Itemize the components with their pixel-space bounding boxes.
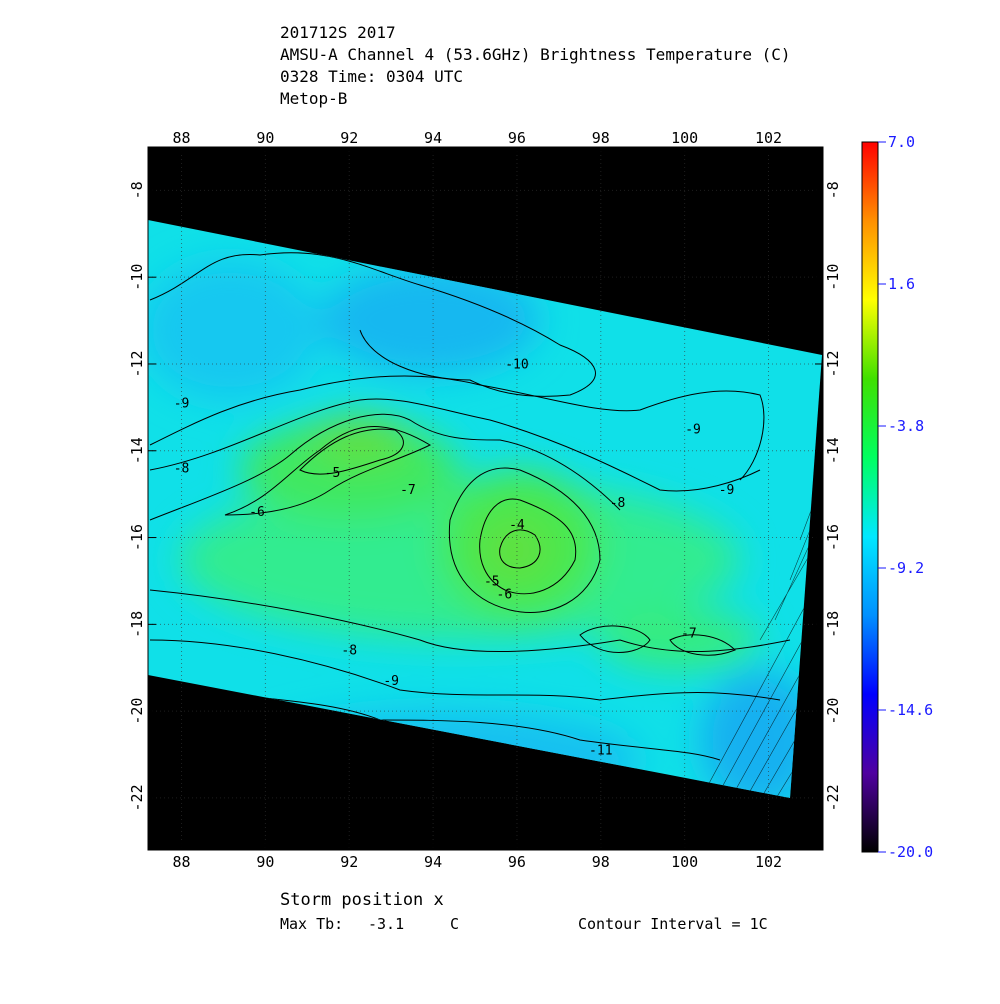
colorbar	[861, 141, 879, 853]
storm-position: Storm position x	[280, 890, 444, 910]
contour-label: -9	[383, 674, 399, 689]
title-line: AMSU-A Channel 4 (53.6GHz) Brightness Te…	[280, 45, 791, 64]
contour-label: -5	[484, 574, 500, 589]
x-tick-label: 98	[592, 129, 610, 147]
x-tick-label: 102	[755, 129, 782, 147]
contour-label: -10	[505, 357, 528, 372]
x-tick-label: 88	[173, 853, 191, 871]
title-line: 0328 Time: 0304 UTC	[280, 67, 463, 86]
x-tick-label: 102	[755, 853, 782, 871]
y-tick-label: -12	[824, 350, 842, 377]
contour-label: -8	[341, 644, 357, 659]
contour-label: -6	[497, 587, 513, 602]
y-tick-label: -10	[128, 264, 146, 291]
max-tb-unit: C	[450, 915, 459, 933]
title-line: 201712S 2017	[280, 23, 396, 42]
y-tick-label: -18	[824, 611, 842, 638]
x-tick-label: 92	[340, 129, 358, 147]
y-tick-label: -14	[128, 437, 146, 464]
contour-label: -11	[589, 744, 612, 759]
contour-label: -7	[400, 483, 416, 498]
y-tick-label: -18	[128, 611, 146, 638]
colorbar-tick-label: 7.0	[888, 133, 915, 151]
contour-label: -8	[610, 496, 626, 511]
y-tick-label: -12	[128, 350, 146, 377]
contour-lines	[149, 252, 791, 761]
y-tick-label: -20	[128, 698, 146, 725]
y-tick-label: -8	[128, 181, 146, 199]
y-tick-label: -22	[824, 784, 842, 811]
plot-frame	[147, 146, 824, 851]
x-tick-label: 100	[671, 853, 698, 871]
contour-label: -4	[509, 518, 525, 533]
contour-label: -9	[174, 396, 190, 411]
contour-label: -9	[685, 422, 701, 437]
colorbar-tick-label: -14.6	[888, 701, 933, 719]
x-tick-label: 94	[424, 129, 442, 147]
max-tb-label: Max Tb:	[280, 915, 343, 933]
contour-label: -8	[174, 461, 190, 476]
y-tick-label: -20	[824, 698, 842, 725]
x-tick-label: 96	[508, 853, 526, 871]
y-tick-label: -16	[824, 524, 842, 551]
x-tick-label: 94	[424, 853, 442, 871]
colorbar-tick-label: 1.6	[888, 275, 915, 293]
max-tb-value: -3.1	[368, 915, 404, 933]
x-tick-label: 100	[671, 129, 698, 147]
x-tick-label: 98	[592, 853, 610, 871]
contour-label: -9	[719, 483, 735, 498]
y-tick-label: -22	[128, 784, 146, 811]
colorbar-tick-label: -9.2	[888, 559, 924, 577]
x-tick-label: 92	[340, 853, 358, 871]
contour-label: -5	[325, 466, 341, 481]
y-tick-label: -16	[128, 524, 146, 551]
contour-interval: Contour Interval = 1C	[578, 915, 768, 933]
x-tick-label: 90	[256, 129, 274, 147]
title-line: Metop-B	[280, 89, 347, 108]
x-tick-label: 90	[256, 853, 274, 871]
x-tick-label: 96	[508, 129, 526, 147]
contour-label: -7	[681, 626, 697, 641]
y-tick-label: -14	[824, 437, 842, 464]
y-tick-label: -8	[824, 181, 842, 199]
colorbar-tick-label: -3.8	[888, 417, 924, 435]
contour-label: -6	[249, 505, 265, 520]
colorbar-tick-label: -20.0	[888, 843, 933, 861]
x-tick-label: 88	[173, 129, 191, 147]
y-tick-label: -10	[824, 264, 842, 291]
